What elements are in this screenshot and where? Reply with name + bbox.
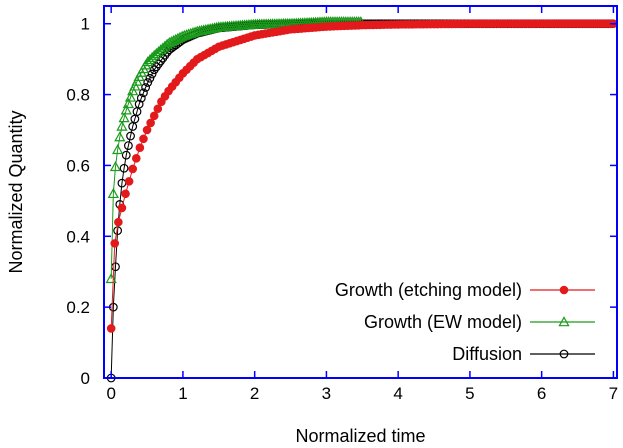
data-point [183, 28, 195, 39]
data-point [116, 120, 128, 131]
data-point [124, 177, 134, 186]
data-point [121, 189, 130, 199]
legend: Growth (etching model) Growth (EW model) D… [335, 280, 595, 364]
x-tick-label: 6 [537, 384, 546, 403]
y-tick-label: 0.4 [66, 227, 90, 246]
data-point [149, 111, 159, 121]
data-point [178, 29, 190, 40]
x-tick-label: 7 [609, 384, 618, 403]
legend-label: Diffusion [452, 344, 522, 364]
data-point [142, 125, 152, 135]
data-point [136, 93, 146, 103]
data-point [122, 97, 135, 109]
x-tick-label: 4 [393, 384, 402, 403]
data-point [128, 164, 137, 174]
legend-label: Growth (EW model) [364, 312, 522, 332]
data-point [127, 85, 139, 96]
data-point [139, 134, 148, 144]
data-point [120, 104, 132, 115]
data-point [145, 73, 155, 83]
legend-marker [558, 316, 570, 327]
data-point [110, 239, 120, 248]
legend-marker [559, 349, 569, 359]
y-tick-label: 0.2 [66, 298, 90, 317]
data-point [119, 163, 129, 173]
legend-item-1: Growth (etching model) [335, 280, 595, 300]
data-point [189, 26, 201, 37]
data-point [141, 83, 151, 92]
data-point [109, 161, 122, 172]
data-point [135, 143, 145, 153]
data-point [143, 78, 153, 87]
data-point [131, 75, 143, 86]
legend-marker [559, 285, 569, 295]
data-point [147, 69, 157, 79]
series-layer [105, 16, 618, 383]
series-2 [105, 16, 367, 284]
y-tick-label: 0.8 [66, 86, 90, 105]
legend-item-3: Diffusion [452, 344, 595, 364]
data-point [153, 104, 163, 114]
data-point [124, 91, 137, 102]
series-1 [106, 19, 618, 333]
plot-frame [103, 5, 618, 379]
y-axis-label: Normalized Quantity [6, 110, 26, 273]
data-point [112, 144, 124, 155]
x-tick-label: 2 [250, 384, 259, 403]
data-point [118, 112, 130, 123]
data-point [134, 99, 144, 109]
y-tick-label: 0 [81, 369, 90, 388]
data-point [180, 29, 193, 40]
y-tick-label: 1 [81, 15, 90, 34]
x-tick-label: 0 [106, 384, 115, 403]
data-point [106, 324, 116, 333]
legend-item-2: Growth (EW model) [364, 312, 595, 332]
data-point [131, 154, 141, 163]
data-point [187, 27, 199, 38]
y-tick-label: 0.6 [66, 156, 90, 175]
data-point [123, 141, 133, 150]
x-axis-label: Normalized time [295, 426, 425, 446]
x-tick-label: 5 [465, 384, 474, 403]
legend-label: Growth (etching model) [335, 280, 522, 300]
data-point [114, 217, 123, 227]
data-point [107, 187, 119, 199]
x-tick-label: 1 [178, 384, 187, 403]
data-point [146, 118, 155, 128]
x-tick-label: 3 [322, 384, 331, 403]
data-point [126, 131, 135, 141]
data-point [139, 88, 148, 98]
axes-layer: 0 1 2 3 4 5 6 7 0 0.2 0.4 0.6 0.8 1 [66, 5, 618, 403]
data-point [185, 27, 197, 38]
data-point [117, 203, 127, 213]
data-point [114, 131, 126, 142]
data-point [129, 80, 141, 91]
data-point [121, 150, 131, 160]
